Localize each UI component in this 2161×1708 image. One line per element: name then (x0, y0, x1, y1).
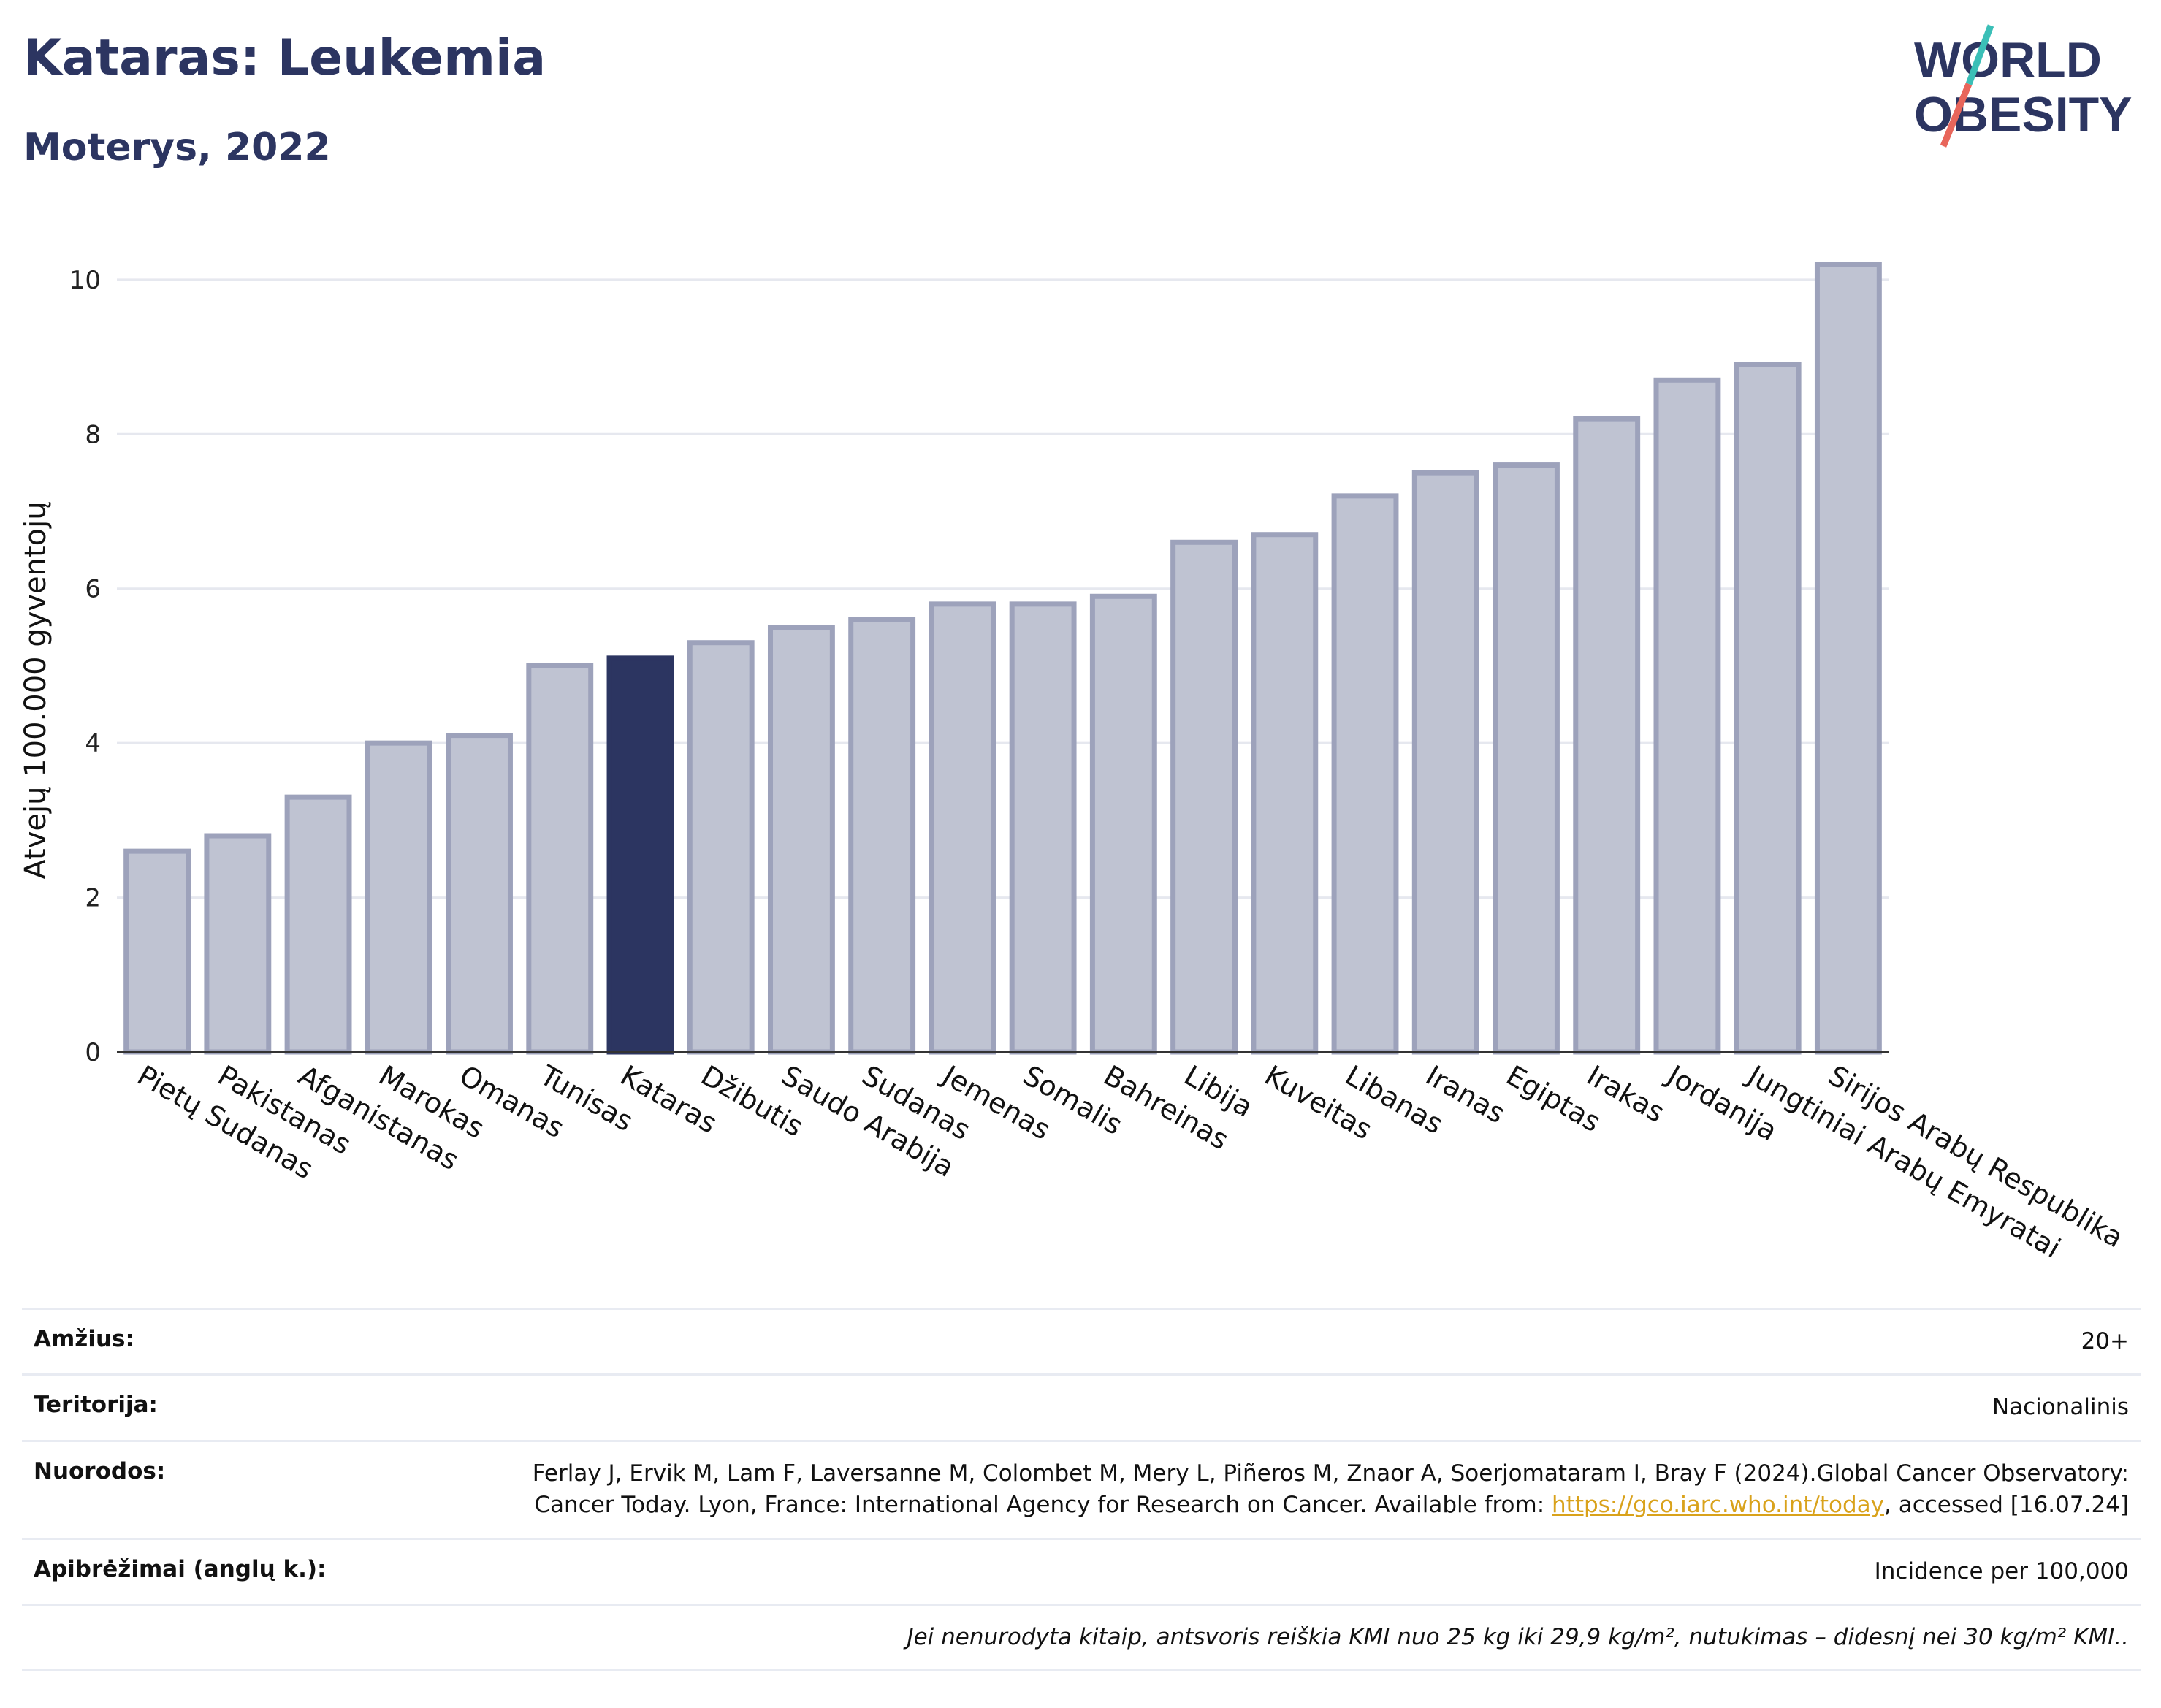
bar-džibutis (687, 640, 755, 1055)
bar-kataras (606, 655, 674, 1055)
bar-sudanas (848, 617, 916, 1055)
bar-jordanija (1653, 377, 1721, 1055)
definitions-value: Incidence per 100,000 (1874, 1558, 2129, 1585)
territory-label: Teritorija: (34, 1392, 158, 1419)
y-tick-label: 2 (85, 884, 101, 913)
bar-somalis (1009, 601, 1077, 1055)
y-tick-label: 10 (69, 266, 101, 295)
bar-pietų-sudanas (123, 848, 191, 1055)
references-tail: , accessed [16.07.24] (1883, 1492, 2129, 1519)
y-axis-ticks: 0 2 4 6 8 10 (69, 266, 101, 1067)
bar-omanas (446, 733, 513, 1055)
bar-chart: 0 2 4 6 8 10 Pietų SudanasPakistanasAfganista… (19, 262, 2129, 1265)
info-row-references: Nuorodos: Ferlay J, Ervik M, Lam F, Lave… (22, 1439, 2141, 1538)
bar-egiptas (1493, 462, 1560, 1055)
chart-subtitle: Moterys, 2022 (23, 126, 331, 169)
world-obesity-logo: WORLD OBESITY (1914, 24, 2133, 148)
references-link[interactable]: https://gco.iarc.who.int/today (1552, 1492, 1884, 1519)
age-value: 20+ (2081, 1328, 2129, 1354)
bar-kuveitas (1251, 532, 1319, 1055)
bar-libija (1170, 539, 1238, 1055)
references-text: Ferlay J, Ervik M, Lam F, Laversanne M, … (532, 1460, 2129, 1519)
bar-jemenas (929, 601, 996, 1055)
y-tick-label: 4 (85, 729, 101, 758)
y-tick-label: 8 (85, 420, 101, 449)
bar-jungtiniai-arabų-emyratai (1734, 362, 1802, 1055)
info-row-definitions: Apibrėžimai (anglų k.): Incidence per 10… (22, 1537, 2141, 1604)
bar-sirijos-arabų-respublika (1814, 262, 1882, 1055)
info-table: Amžius: 20+ Teritorija: Nacionalinis Nuo… (22, 1308, 2141, 1672)
definitions-label: Apibrėžimai (anglų k.): (34, 1555, 327, 1582)
age-label: Amžius: (34, 1326, 134, 1352)
references-label: Nuorodos: (34, 1457, 166, 1484)
references-value: Ferlay J, Ervik M, Lam F, Laversanne M, … (522, 1458, 2129, 1522)
info-row-note: Jei nenurodyta kitaip, antsvoris reiškia… (22, 1603, 2141, 1672)
bar-libanas (1331, 493, 1399, 1055)
x-axis-ticks: Pietų SudanasPakistanasAfganistanasMarok… (132, 1059, 2129, 1265)
y-tick-label: 6 (85, 575, 101, 604)
bar-bahreinas (1089, 593, 1157, 1055)
info-row-age: Amžius: 20+ (22, 1308, 2141, 1373)
bars (123, 262, 1882, 1055)
bar-tunisas (526, 663, 594, 1055)
bar-irakas (1573, 416, 1641, 1055)
logo-line1: WORLD (1914, 32, 2102, 88)
info-row-territory: Teritorija: Nacionalinis (22, 1373, 2141, 1439)
bar-pakistanas (204, 833, 272, 1055)
logo-red-stroke (1940, 83, 1973, 148)
bar-marokas (365, 740, 432, 1055)
y-axis-label: Atvejų 100.000 gyventojų (19, 501, 53, 879)
footnote: Jei nenurodyta kitaip, antsvoris reiškia… (907, 1623, 2129, 1650)
chart-title: Kataras: Leukemia (23, 29, 546, 87)
y-tick-label: 0 (85, 1038, 101, 1067)
bar-afganistanas (284, 794, 352, 1055)
bar-iranas (1411, 470, 1479, 1055)
territory-value: Nacionalinis (1992, 1394, 2129, 1421)
bar-saudo-arabija (767, 625, 835, 1055)
logo-teal-stroke (1965, 24, 1994, 85)
